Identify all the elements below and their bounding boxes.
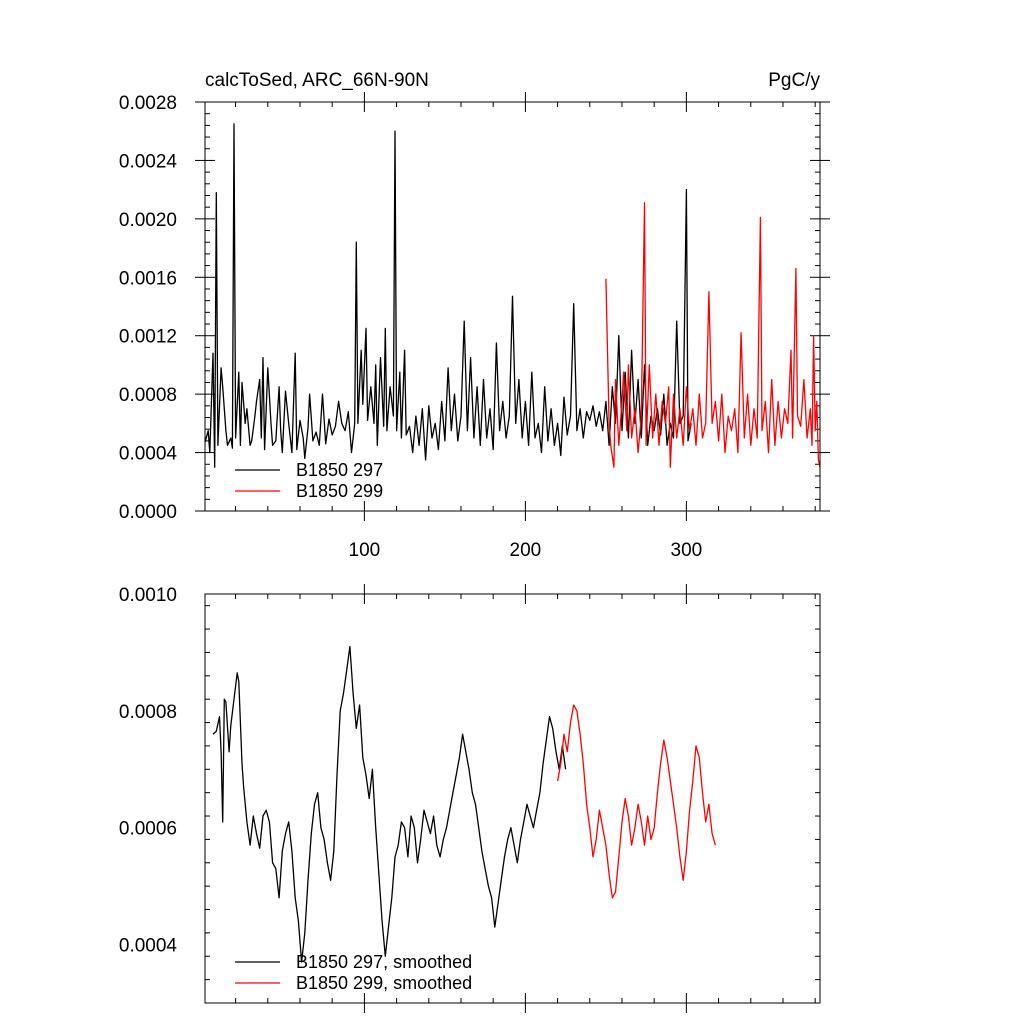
top-y-tick-label: 0.0004 — [119, 444, 178, 465]
top-plot-area: 100 200 300 0.0000 0.0004 0.0008 0.0012 0.0016 0… — [119, 92, 830, 561]
top-plot-frame — [204, 101, 821, 512]
top-y-tick-label: 0.0020 — [119, 210, 177, 231]
top-x-tick-label: 100 — [349, 540, 381, 561]
bottom-plot-frame — [204, 593, 821, 1004]
bottom-legend-label-series-a: B1850 297, smoothed — [296, 952, 472, 972]
top-y-tick-label: 0.0028 — [119, 93, 177, 114]
top-legend-label-series-b: B1850 299 — [296, 481, 383, 501]
top-title-left: calcToSed, ARC_66N-90N — [205, 70, 429, 91]
top-y-tick-label: 0.0024 — [119, 151, 178, 172]
top-y-tick-label: 0.0016 — [119, 268, 177, 289]
bottom-y-tick-label: 0.0010 — [119, 585, 177, 606]
bottom-series-line-b — [556, 704, 717, 899]
bottom-plot-area: 0.0004 0.0006 0.0008 0.0010 — [119, 584, 820, 1013]
top-y-tick-label: 0.0000 — [119, 502, 177, 523]
top-x-tick-label: 300 — [671, 540, 703, 561]
bottom-y-tick-label: 0.0006 — [119, 819, 177, 840]
bottom-series-line-a — [212, 645, 567, 963]
bottom-legend-label-series-b: B1850 299, smoothed — [296, 973, 472, 993]
top-y-tick-label: 0.0012 — [119, 327, 177, 348]
top-x-tick-label: 200 — [510, 540, 542, 561]
top-legend: B1850 297 B1850 299 — [235, 460, 383, 501]
top-series-line-b — [605, 202, 821, 468]
bottom-legend: B1850 297, smoothed B1850 299, smoothed — [235, 952, 472, 993]
top-series-line-a — [204, 123, 692, 468]
top-title-right: PgC/y — [768, 70, 820, 91]
top-y-tick-label: 0.0008 — [119, 385, 177, 406]
bottom-y-tick-label: 0.0008 — [119, 702, 177, 723]
bottom-y-tick-label: 0.0004 — [119, 936, 178, 957]
top-legend-label-series-a: B1850 297 — [296, 460, 383, 480]
